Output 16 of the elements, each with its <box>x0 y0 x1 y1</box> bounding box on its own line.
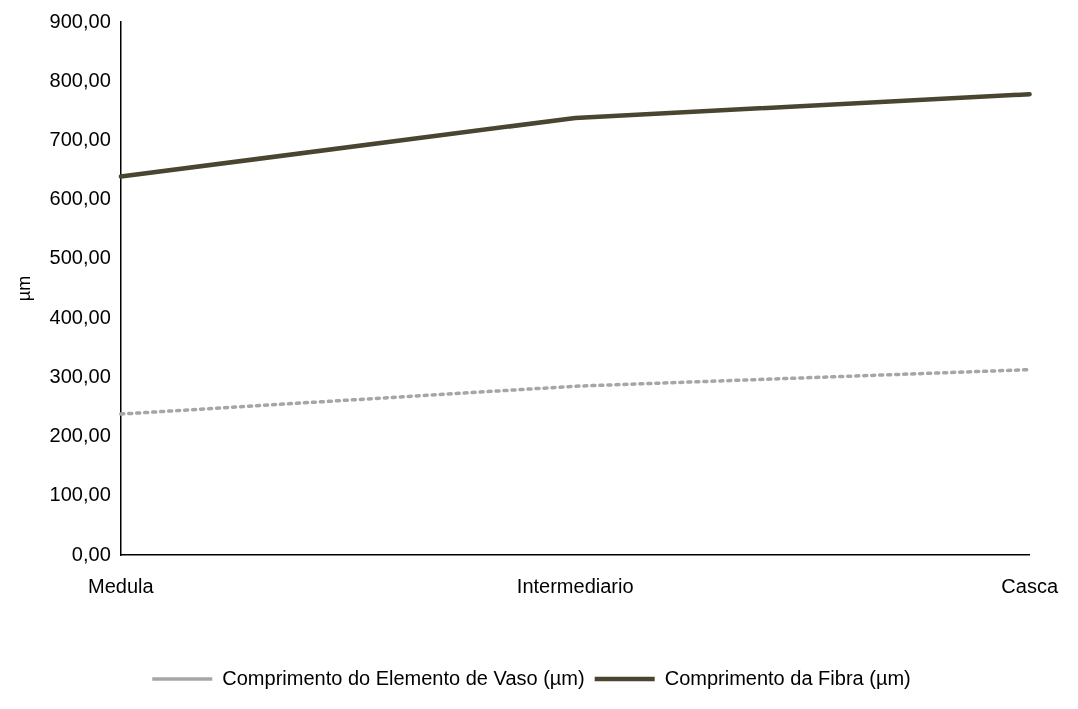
x-tick-label: Intermediario <box>516 574 634 597</box>
y-tick-label: 0,00 <box>71 542 111 565</box>
y-tick-label: 900,00 <box>49 9 111 32</box>
legend-label: Comprimento do Elemento de Vaso (µm) <box>222 666 585 689</box>
y-tick-label: 700,00 <box>49 127 111 150</box>
y-tick-label: 600,00 <box>49 187 111 210</box>
x-tick-label: Casca <box>1001 574 1059 597</box>
y-tick-label: 500,00 <box>49 246 111 269</box>
legend-label: Comprimento da Fibra (µm) <box>664 666 911 689</box>
y-tick-label: 400,00 <box>49 305 111 328</box>
x-tick-label: Medula <box>87 574 155 597</box>
y-axis-title: µm <box>13 275 34 302</box>
y-tick-label: 100,00 <box>49 483 111 506</box>
y-tick-label: 800,00 <box>49 68 111 91</box>
y-tick-label: 200,00 <box>49 424 111 447</box>
y-tick-label: 300,00 <box>49 364 111 387</box>
